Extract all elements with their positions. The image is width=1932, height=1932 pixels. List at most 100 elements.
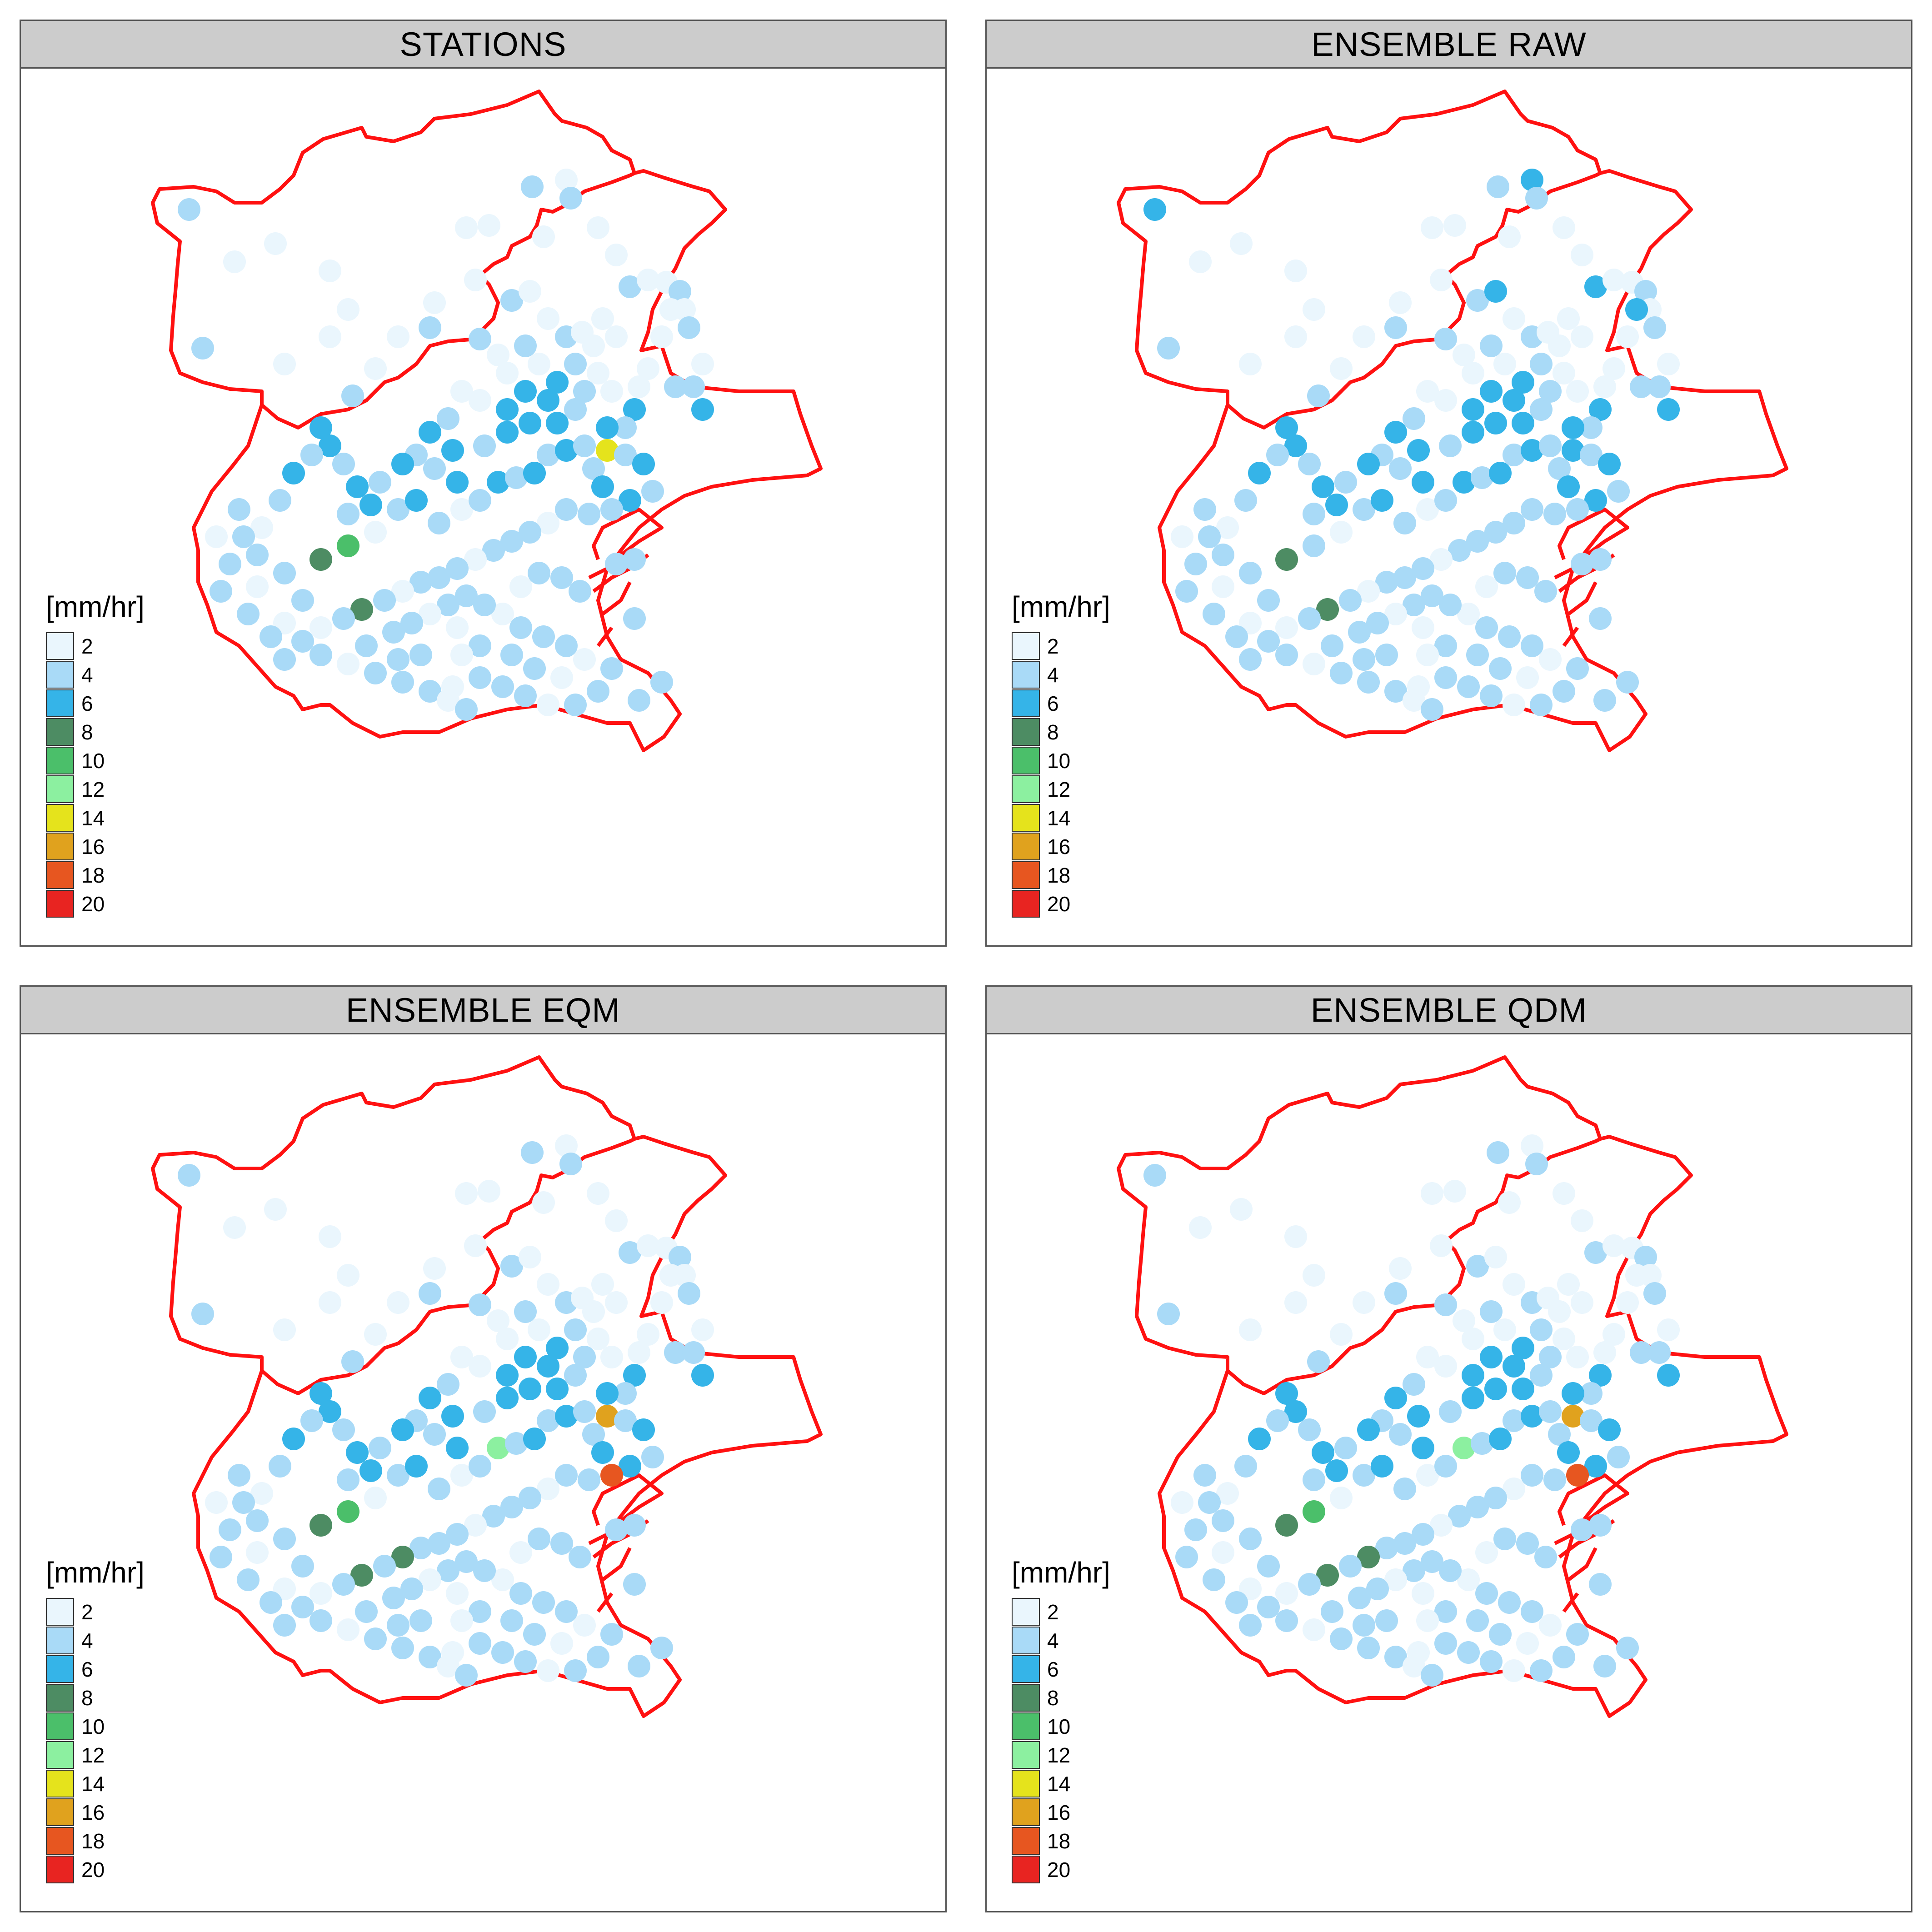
- station-point: [423, 1257, 446, 1280]
- station-point: [310, 1382, 332, 1405]
- station-point: [1303, 1264, 1325, 1287]
- station-point: [1657, 398, 1680, 421]
- station-point: [1389, 291, 1412, 314]
- station-point: [437, 1559, 459, 1582]
- station-point: [537, 1273, 559, 1296]
- station-point: [573, 1346, 596, 1368]
- station-point: [605, 1291, 628, 1314]
- station-point: [419, 1646, 441, 1668]
- station-point: [1603, 357, 1625, 380]
- map-panel-stations: STATIONS [mm/hr] 2 4 6 8 10 12 14 16 18 20: [20, 20, 947, 947]
- legend-label: 14: [1047, 806, 1071, 830]
- station-point: [1489, 657, 1512, 680]
- legend-item: 12: [46, 775, 145, 804]
- station-point: [419, 680, 441, 703]
- station-point: [1548, 334, 1571, 357]
- station-point: [537, 1478, 559, 1500]
- station-point: [469, 666, 491, 689]
- station-point: [346, 475, 369, 498]
- station-point: [464, 269, 487, 291]
- legend-item: 10: [1012, 746, 1110, 775]
- station-point: [419, 1568, 441, 1591]
- station-point: [1284, 260, 1307, 282]
- station-point: [1384, 1282, 1407, 1305]
- station-point: [1630, 375, 1652, 398]
- station-point: [1539, 1614, 1562, 1637]
- station-point: [1457, 1641, 1480, 1664]
- station-point: [228, 498, 250, 521]
- station-point: [337, 503, 359, 525]
- station-point: [1334, 1437, 1357, 1459]
- station-point: [1348, 1587, 1371, 1609]
- legend-item: 18: [46, 1827, 145, 1855]
- station-point: [1239, 562, 1262, 584]
- station-point: [419, 1387, 441, 1409]
- station-point: [1643, 316, 1666, 339]
- station-point: [1384, 316, 1407, 339]
- station-point: [300, 1409, 323, 1432]
- station-point: [273, 1318, 296, 1341]
- legend-swatch: [1012, 804, 1040, 832]
- station-point: [1521, 169, 1543, 191]
- station-point: [273, 562, 296, 584]
- station-point: [1212, 1541, 1234, 1564]
- station-point: [1257, 589, 1280, 612]
- region-map: [1117, 90, 1788, 752]
- station-point: [337, 1500, 359, 1523]
- station-point: [337, 653, 359, 675]
- station-point: [219, 553, 241, 575]
- station-point: [1284, 434, 1307, 457]
- station-point: [437, 1373, 459, 1396]
- station-point: [650, 1291, 673, 1314]
- station-point: [1439, 434, 1462, 457]
- legend-swatch: [46, 775, 74, 803]
- station-point: [1466, 1496, 1489, 1518]
- station-point: [1530, 1318, 1553, 1341]
- station-point: [564, 353, 587, 375]
- station-point: [1353, 1464, 1375, 1487]
- station-point: [409, 1537, 432, 1559]
- station-point: [423, 457, 446, 480]
- station-point: [1484, 1487, 1507, 1509]
- station-point: [1580, 1382, 1603, 1405]
- station-point: [1457, 603, 1480, 625]
- station-point: [664, 375, 687, 398]
- station-point: [514, 684, 537, 707]
- station-point: [1566, 1464, 1589, 1487]
- station-point: [364, 357, 387, 380]
- station-point: [260, 625, 282, 648]
- station-point: [1234, 489, 1257, 512]
- station-point: [1462, 1328, 1484, 1350]
- station-point: [1371, 1455, 1393, 1478]
- station-point: [310, 616, 332, 639]
- region-map: [151, 90, 823, 752]
- legend-item: 16: [1012, 832, 1110, 861]
- station-point: [496, 362, 519, 384]
- region-map: [151, 1055, 823, 1718]
- station-point: [1530, 1659, 1553, 1682]
- station-point: [450, 1464, 473, 1487]
- legend-item: 10: [1012, 1712, 1110, 1741]
- station-point: [555, 439, 578, 462]
- station-point: [1353, 325, 1375, 348]
- station-point: [1503, 307, 1525, 330]
- legend-item: 8: [46, 718, 145, 746]
- station-point: [269, 1455, 291, 1478]
- station-point: [614, 1382, 637, 1405]
- legend-label: 12: [1047, 777, 1071, 801]
- station-point: [1393, 512, 1416, 534]
- station-point: [232, 525, 255, 548]
- station-point: [464, 1234, 487, 1257]
- station-point: [1230, 232, 1253, 255]
- legend-label: 20: [1047, 892, 1071, 916]
- station-point: [1303, 503, 1325, 525]
- station-point: [455, 698, 478, 721]
- legend-item: 20: [46, 889, 145, 918]
- station-point: [555, 1464, 578, 1487]
- station-point: [1248, 462, 1271, 484]
- station-point: [546, 1337, 569, 1359]
- station-point: [455, 1550, 478, 1573]
- legend-label: 18: [81, 863, 105, 887]
- station-point: [178, 1164, 200, 1187]
- station-point: [437, 689, 459, 712]
